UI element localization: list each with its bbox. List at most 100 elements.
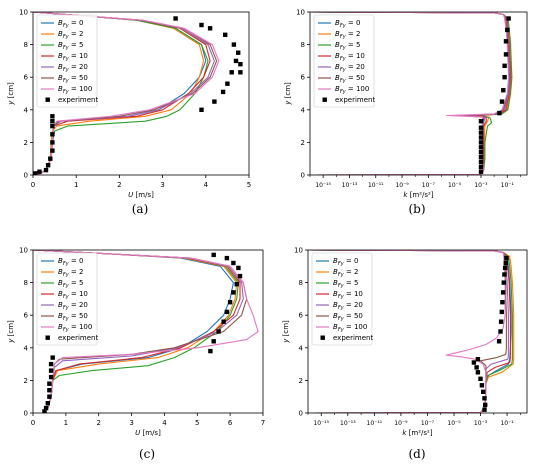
experiment-point <box>43 167 49 173</box>
legend-label: BFy = 2 <box>335 30 360 40</box>
experiment-point <box>238 62 243 67</box>
x-tick-label: 10⁻¹³ <box>340 420 356 427</box>
experiment-point <box>48 368 54 373</box>
experiment-point <box>229 70 234 75</box>
experiment-point <box>50 114 55 119</box>
x-tick-label: 10⁻³ <box>474 420 488 427</box>
experiment-point <box>199 107 204 112</box>
experiment-point <box>48 156 53 161</box>
legend-box <box>36 252 98 346</box>
x-tick-label: 10⁻⁵ <box>448 182 462 189</box>
legend-label: BFy = 50 <box>333 312 363 322</box>
experiment-point <box>478 140 484 145</box>
legend-label: BFy = 0 <box>335 19 360 29</box>
chart-panel-d: 10⁻¹⁵ 10⁻¹³ 10⁻¹¹ 10⁻⁹ 10⁻⁷ 10⁻⁵ 10⁻³ 10⁻¹ 0 2 4 6 8… <box>282 247 528 461</box>
legend-box <box>36 14 98 108</box>
legend-label: BFy = 100 <box>58 323 92 333</box>
legend-label: BFy = 100 <box>335 85 369 95</box>
experiment-point <box>223 32 228 37</box>
experiment-point <box>478 154 484 160</box>
experiment-point <box>478 119 484 124</box>
y-tick-label: 2 <box>24 377 28 385</box>
experiment-point <box>502 75 507 80</box>
experiment-point <box>42 409 47 413</box>
y-tick-label: 0 <box>24 172 28 180</box>
legend-label: experiment <box>58 334 98 342</box>
axes-frame <box>32 11 250 176</box>
y-tick-label: 0 <box>24 410 28 418</box>
experiment-point <box>50 119 55 124</box>
legend-label: BFy = 20 <box>335 63 365 73</box>
y-tick-label: 4 <box>301 106 306 114</box>
y-tick-label: 10 <box>19 9 28 17</box>
experiment-point <box>211 339 216 344</box>
experiment-point <box>33 171 38 175</box>
x-tick-label: 0 <box>31 181 35 189</box>
legend-label: BFy = 20 <box>333 301 363 311</box>
y-tick-label: 4 <box>24 344 29 352</box>
legend-label: experiment <box>335 96 375 104</box>
experiment-point <box>506 16 511 21</box>
experiment-point <box>475 370 481 375</box>
experiment-point <box>478 164 484 170</box>
experiment-point <box>503 260 508 266</box>
y-tick-label: 6 <box>24 74 29 82</box>
experiment-point <box>238 70 243 75</box>
experiment-point <box>502 63 507 68</box>
y-axis-label: y [cm] <box>282 320 290 344</box>
experiment-point <box>234 282 239 287</box>
x-tick-label: 4 <box>204 181 209 189</box>
experiment-point <box>43 405 49 411</box>
experiment-point <box>478 145 484 150</box>
legend-experiment-marker <box>45 335 50 340</box>
experiment-point <box>478 150 484 155</box>
legend-label: BFy = 20 <box>58 301 88 311</box>
legend-label: BFy = 2 <box>58 268 83 278</box>
x-tick-label: 10⁻⁷ <box>421 420 435 427</box>
experiment-point <box>231 42 237 47</box>
experiment-point <box>478 376 483 381</box>
panel-caption: (b) <box>408 202 425 216</box>
y-axis-label: y [cm] <box>284 82 292 106</box>
x-tick-label: 10⁻¹¹ <box>367 420 383 427</box>
x-tick-label: 10⁻¹¹ <box>368 182 384 189</box>
legend-label: BFy = 5 <box>58 279 83 289</box>
legend-box <box>313 14 375 108</box>
axes-frame <box>32 249 264 414</box>
experiment-point <box>498 319 504 324</box>
x-axis-label: U [m/s] <box>128 191 154 199</box>
experiment-point <box>225 81 230 86</box>
experiment-point <box>482 407 487 412</box>
y-tick-label: 6 <box>301 74 306 82</box>
legend-label: BFy = 100 <box>58 85 92 95</box>
legend-experiment-marker <box>322 97 327 102</box>
y-tick-label: 2 <box>301 139 305 147</box>
experiment-point <box>216 329 221 334</box>
x-tick-label: 5 <box>247 181 251 189</box>
legend-label: BFy = 10 <box>58 290 88 300</box>
panel-caption: (c) <box>139 447 155 461</box>
experiment-point <box>50 132 55 137</box>
legend-label: experiment <box>58 96 98 104</box>
y-tick-label: 4 <box>299 344 304 352</box>
experiment-point <box>199 22 204 28</box>
y-tick-label: 8 <box>299 279 303 287</box>
experiment-point <box>503 52 509 57</box>
x-tick-label: 10⁻¹ <box>501 182 515 189</box>
x-axis-label: k [m²/s²] <box>403 191 433 199</box>
y-tick-label: 2 <box>299 377 303 385</box>
experiment-point <box>475 357 481 362</box>
experiment-point <box>233 58 239 64</box>
x-tick-label: 5 <box>195 419 199 427</box>
x-axis-label: U [m/s] <box>135 429 161 437</box>
experiment-point <box>505 27 510 33</box>
experiment-point <box>478 135 484 140</box>
x-tick-label: 10⁻¹⁵ <box>315 182 331 189</box>
experiment-point <box>237 273 243 279</box>
experiment-point <box>231 260 236 266</box>
experiment-point <box>471 360 477 365</box>
